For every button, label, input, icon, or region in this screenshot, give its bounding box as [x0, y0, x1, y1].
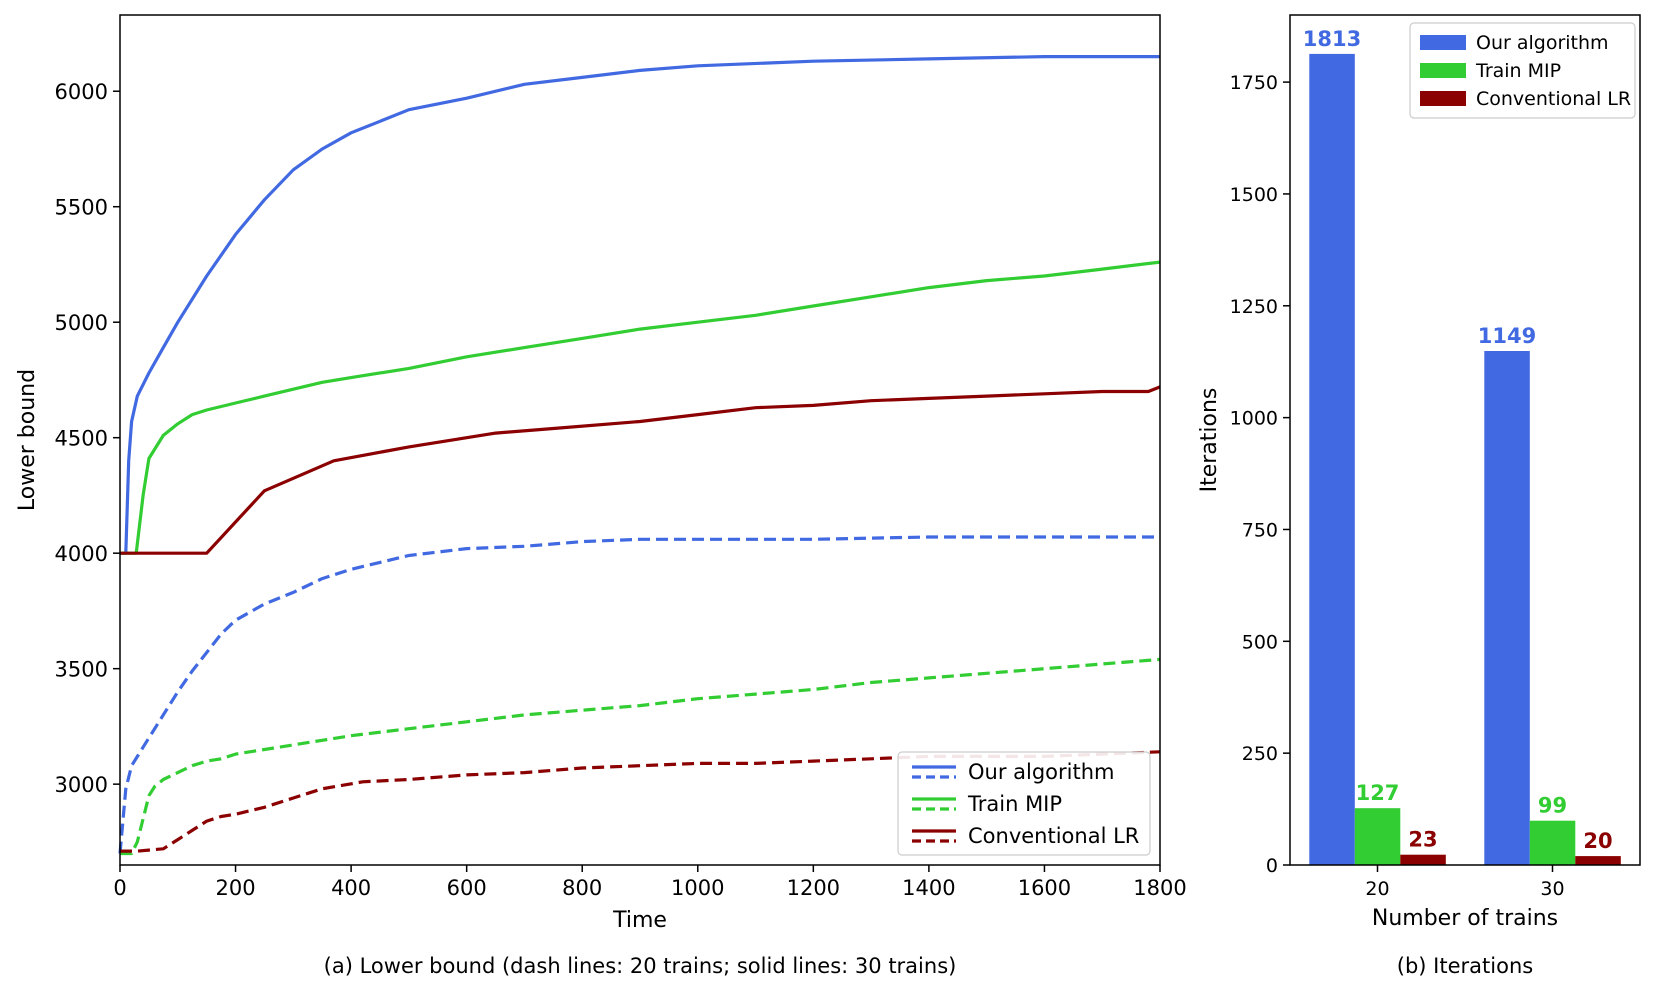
bar-train-mip-30-trains [1529, 820, 1576, 865]
lower-bound-legend: Our algorithm Train MIP Conventional LR [897, 751, 1151, 856]
bar-value-label: 1813 [1303, 27, 1361, 51]
y-tick-label: 1000 [1230, 408, 1278, 430]
x-tick-label: 800 [562, 876, 602, 900]
legend-swatch-our-algorithm [1420, 35, 1466, 50]
x-tick-label: 1000 [671, 876, 724, 900]
y-tick-label: 500 [1242, 631, 1278, 653]
bar-conventional-lr-30-trains [1575, 856, 1621, 865]
lower-bound-plot-area [118, 55, 1161, 856]
bar-conventional-lr-20-trains [1400, 854, 1446, 865]
y-tick-label: 1250 [1230, 296, 1278, 318]
legend-swatch-train-mip [1420, 63, 1466, 78]
series-line-conventional-lr-30-trains [120, 385, 1161, 555]
y-tick-label: 0 [1266, 855, 1278, 877]
y-tick-label: 750 [1242, 519, 1278, 541]
lower-bound-x-label: Time [612, 908, 667, 933]
iterations-x-ticks: 20 30 [1365, 865, 1565, 900]
legend-label-our-algorithm: Our algorithm [968, 760, 1115, 784]
legend-label-conventional-lr: Conventional LR [1476, 88, 1631, 110]
series-line-train-mip-30-trains [120, 260, 1161, 555]
series-line-train-mip-20-trains [120, 657, 1161, 856]
x-tick-label: 1800 [1133, 876, 1186, 900]
lower-bound-y-ticks: 3000 3500 4000 4500 5000 5500 6000 [55, 80, 120, 797]
iterations-caption: (b) Iterations [1397, 954, 1533, 978]
legend-box [897, 751, 1151, 856]
y-tick-label: 5500 [55, 196, 108, 220]
bar-our-algorithm-30-trains [1484, 351, 1530, 865]
bar-value-label: 99 [1538, 794, 1567, 818]
legend-label-conventional-lr: Conventional LR [968, 824, 1139, 848]
iterations-x-label: Number of trains [1372, 906, 1558, 931]
y-tick-label: 250 [1242, 743, 1278, 765]
legend-label-our-algorithm: Our algorithm [1476, 32, 1609, 54]
lower-bound-axes-frame [119, 14, 1161, 866]
series-line-our-algorithm-20-trains [118, 535, 1160, 854]
x-tick-label: 200 [216, 876, 256, 900]
bar-train-mip-20-trains [1354, 808, 1401, 865]
bar-our-algorithm-20-trains [1309, 53, 1355, 865]
y-tick-label: 1500 [1230, 184, 1278, 206]
y-tick-label: 1750 [1230, 72, 1278, 94]
iterations-plot-area: 1813 127 23 1149 99 20 [1303, 27, 1621, 865]
y-tick-label: 6000 [55, 80, 108, 104]
legend-label-train-mip: Train MIP [1475, 60, 1561, 82]
x-tick-label: 0 [113, 876, 126, 900]
legend-box [1409, 22, 1636, 119]
x-tick-label: 600 [447, 876, 487, 900]
bar-value-label: 127 [1356, 781, 1400, 805]
legend-label-train-mip: Train MIP [967, 792, 1062, 816]
y-tick-label: 3500 [55, 658, 108, 682]
bar-value-label: 23 [1408, 828, 1437, 852]
y-tick-label: 3000 [55, 773, 108, 797]
x-tick-label: 1200 [787, 876, 840, 900]
x-tick-label: 1600 [1018, 876, 1071, 900]
iterations-axes-frame [1289, 14, 1641, 866]
bar-value-label: 1149 [1478, 324, 1536, 348]
x-tick-label: 30 [1540, 878, 1564, 900]
x-tick-label: 1400 [902, 876, 955, 900]
iterations-y-label: Iterations [1197, 388, 1222, 493]
lower-bound-x-ticks: 0 200 400 600 800 1000 1200 1400 1600 1800 [113, 865, 1187, 900]
x-tick-label: 20 [1365, 878, 1389, 900]
x-tick-label: 400 [331, 876, 371, 900]
legend-swatch-conventional-lr [1420, 91, 1466, 106]
series-line-our-algorithm-30-trains [120, 55, 1160, 555]
iterations-y-ticks: 0 250 500 750 1000 1250 1500 1750 [1230, 72, 1290, 877]
y-tick-label: 5000 [55, 311, 108, 335]
lower-bound-y-label: Lower bound [15, 369, 40, 511]
bar-value-label: 20 [1583, 829, 1612, 853]
iterations-legend: Our algorithm Train MIP Conventional LR [1409, 22, 1636, 119]
lower-bound-chart: 0 200 400 600 800 1000 1200 1400 1600 1800 3000 35… [15, 14, 1187, 978]
lower-bound-caption: (a) Lower bound (dash lines: 20 trains; … [324, 954, 957, 978]
y-tick-label: 4000 [55, 542, 108, 566]
y-tick-label: 4500 [55, 427, 108, 451]
